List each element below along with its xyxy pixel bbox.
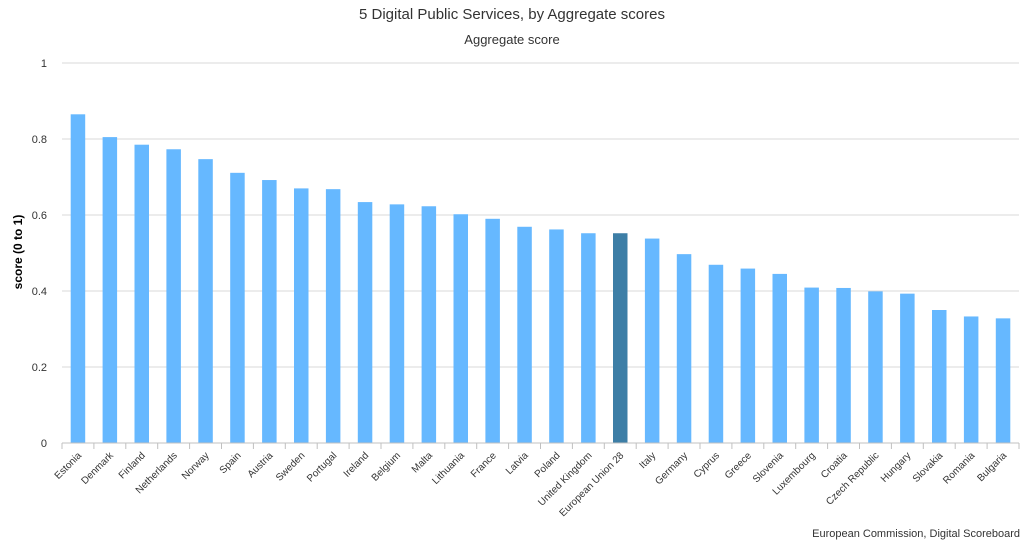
bar[interactable] xyxy=(262,180,277,444)
bar[interactable] xyxy=(453,214,469,443)
y-tick-label: 0.4 xyxy=(32,286,47,298)
bar[interactable] xyxy=(517,226,532,443)
bar[interactable] xyxy=(740,268,756,443)
y-tick-label: 0.8 xyxy=(32,134,47,146)
bar[interactable] xyxy=(70,114,86,444)
bar[interactable] xyxy=(549,229,564,443)
x-tick-label: Estonia xyxy=(53,450,85,482)
bar[interactable] xyxy=(676,254,692,443)
gridlines: 0 0.2 0.4 0.6 0.8 1 xyxy=(32,58,1019,450)
x-tick-label: Malta xyxy=(410,450,435,475)
x-tick-label: Hungary xyxy=(879,450,914,485)
bar[interactable] xyxy=(166,149,181,443)
bar[interactable] xyxy=(772,273,788,443)
bar[interactable] xyxy=(868,291,883,443)
x-tick-label: Italy xyxy=(638,450,659,471)
bar[interactable] xyxy=(932,310,947,443)
bar[interactable] xyxy=(708,264,724,443)
credit-text[interactable]: European Commission, Digital Scoreboard xyxy=(812,528,1020,540)
bar[interactable] xyxy=(804,287,819,443)
x-tick-label: Lithuania xyxy=(430,450,467,487)
x-tick-label: Germany xyxy=(653,450,690,487)
x-tick-label: Sweden xyxy=(274,450,307,483)
x-tick-label: Cyprus xyxy=(692,450,722,480)
bar[interactable] xyxy=(613,233,628,443)
x-tick-label: Ireland xyxy=(342,450,371,479)
x-tick-label: Greece xyxy=(723,450,754,481)
bar[interactable] xyxy=(836,287,851,443)
x-tick-label: Slovakia xyxy=(911,450,946,485)
bar[interactable] xyxy=(581,233,596,443)
x-tick-label: Croatia xyxy=(819,450,850,481)
x-tick-label: Finland xyxy=(117,450,148,481)
bar[interactable] xyxy=(198,159,213,443)
x-tick-label: Latvia xyxy=(504,450,531,477)
bar[interactable] xyxy=(644,238,660,443)
x-tick-label: Portugal xyxy=(305,450,339,484)
y-tick-label: 0.6 xyxy=(32,210,47,222)
bar[interactable] xyxy=(134,144,150,443)
bar[interactable] xyxy=(995,318,1011,443)
bar[interactable] xyxy=(485,218,500,443)
x-tick-label: Bulgaria xyxy=(975,450,1009,484)
x-tick-label: Romania xyxy=(941,450,977,486)
chart-subtitle: Aggregate score xyxy=(464,32,559,47)
bar[interactable] xyxy=(325,189,341,443)
y-tick-label: 1 xyxy=(41,58,47,70)
bars xyxy=(70,114,1011,444)
chart-title: 5 Digital Public Services, by Aggregate … xyxy=(359,6,665,23)
x-tick-label: Norway xyxy=(180,450,212,482)
x-tick-label: Denmark xyxy=(80,450,117,487)
y-axis-label: score (0 to 1) xyxy=(11,215,25,290)
bar[interactable] xyxy=(357,202,373,443)
y-tick-label: 0.2 xyxy=(32,362,47,374)
x-tick-label: Poland xyxy=(533,450,563,480)
bar[interactable] xyxy=(294,188,309,443)
y-tick-label: 0 xyxy=(41,438,47,450)
bar[interactable] xyxy=(963,316,979,443)
bar[interactable] xyxy=(389,204,405,443)
x-tick-label: Spain xyxy=(218,450,244,476)
x-tick-label: Austria xyxy=(246,450,276,480)
x-tick-label: Belgium xyxy=(370,450,403,483)
bar[interactable] xyxy=(421,206,437,443)
bar[interactable] xyxy=(230,172,245,443)
x-tick-label: France xyxy=(469,450,499,480)
bar[interactable] xyxy=(102,137,118,443)
bar[interactable] xyxy=(900,293,915,443)
